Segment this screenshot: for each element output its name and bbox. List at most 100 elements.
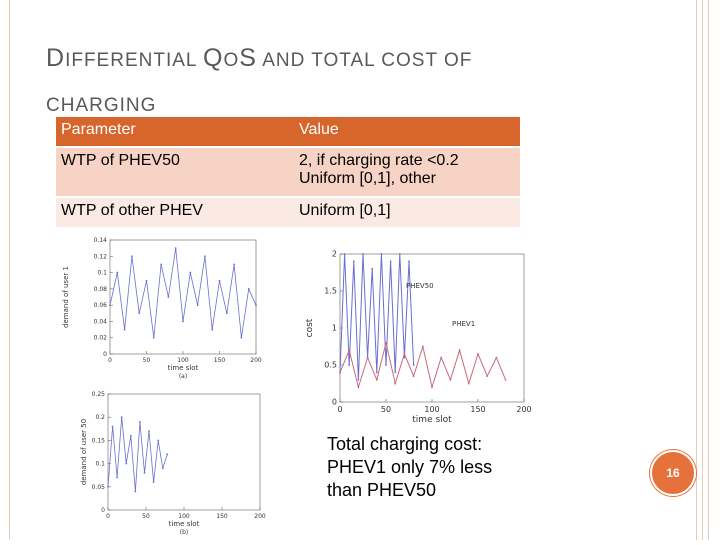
- y-tick-label: 0.08: [94, 286, 108, 293]
- data-point: [389, 260, 392, 263]
- x-tick-label: 150: [470, 405, 485, 414]
- data-point: [107, 485, 109, 488]
- data-point: [486, 375, 489, 377]
- data-point: [138, 312, 141, 315]
- y-tick-label: 1.5: [324, 287, 337, 296]
- x-tick-label: 150: [214, 357, 226, 364]
- data-point: [131, 255, 133, 258]
- data-point: [352, 260, 355, 263]
- legend-label: PHEV50: [406, 282, 434, 290]
- x-axis-label: time slot: [168, 364, 199, 372]
- data-point: [120, 416, 123, 419]
- series-line: [109, 248, 257, 338]
- cell-value-line: 2, if charging rate <0.2: [299, 152, 459, 169]
- data-point: [211, 328, 214, 331]
- data-point: [403, 353, 406, 355]
- data-point: [385, 341, 387, 344]
- data-point: [161, 467, 164, 470]
- frame-line-right-2: [702, 0, 703, 540]
- x-tick-label: 200: [516, 405, 531, 414]
- y-tick-label: 0.06: [94, 302, 108, 309]
- data-point: [412, 375, 415, 377]
- title-part: AND TOTAL COST OF: [256, 50, 473, 71]
- chart-a-svg: 0 50 100 150 200 0 0.02 0.04 0.06 0.08 0.1 0.12 0.14…: [62, 237, 262, 380]
- title-cap-s: S: [239, 44, 257, 72]
- data-point: [123, 328, 126, 331]
- data-point: [357, 378, 360, 381]
- y-tick-label: 0.1: [95, 461, 105, 468]
- data-point: [348, 349, 351, 352]
- series-line: [339, 342, 507, 390]
- y-tick-label: 0.05: [92, 484, 106, 491]
- caption-line-2: PHEV1 only 7% less: [327, 457, 493, 477]
- cell-value: Uniform [0,1]: [294, 197, 520, 229]
- x-tick-label: 200: [254, 513, 266, 520]
- cell-value-line: Uniform [0,1], other: [299, 170, 436, 187]
- data-point: [504, 378, 507, 381]
- data-point: [421, 345, 424, 348]
- x-tick-label: 100: [177, 357, 189, 364]
- x-tick-label: 200: [250, 357, 262, 364]
- data-point: [394, 382, 397, 385]
- data-point: [111, 425, 114, 428]
- panel-label: (a): [179, 373, 187, 380]
- plot-frame: [339, 253, 525, 403]
- data-point: [385, 364, 387, 366]
- data-point: [440, 356, 443, 359]
- data-point: [362, 253, 364, 255]
- chart-demand-user-50: 0 50 100 150 200 0 0.05 0.1 0.15 0.2 0.25 time slot…: [76, 386, 268, 540]
- cost-caption: Total charging cost: PHEV1 only 7% less …: [327, 433, 527, 502]
- data-point: [357, 386, 360, 389]
- data-point: [394, 371, 397, 374]
- x-tick-label: 0: [337, 405, 342, 414]
- x-tick-label: 50: [143, 357, 151, 364]
- data-point: [125, 462, 128, 465]
- data-point: [167, 296, 170, 298]
- data-point: [477, 353, 479, 355]
- data-point: [375, 378, 378, 381]
- chart-b-svg: 0 50 100 150 200 0 0.05 0.1 0.15 0.2 0.25 time slot…: [80, 391, 266, 536]
- x-tick-label: 150: [216, 513, 228, 520]
- y-tick-label: 0: [103, 351, 107, 358]
- cell-value: 2, if charging rate <0.2 Uniform [0,1], …: [294, 147, 520, 198]
- x-tick-label: 50: [142, 513, 150, 520]
- y-tick-label: 0.15: [92, 437, 106, 444]
- data-point: [218, 279, 221, 282]
- panel-label: (b): [180, 529, 189, 536]
- data-point: [449, 378, 452, 381]
- x-tick-label: 50: [381, 405, 391, 414]
- data-point: [380, 253, 383, 255]
- cell-param: WTP of other PHEV: [56, 197, 294, 229]
- data-point: [371, 267, 374, 270]
- data-point: [240, 336, 243, 339]
- data-point: [398, 253, 401, 255]
- data-point: [174, 247, 177, 250]
- data-point: [157, 439, 160, 442]
- title-part: IFFERENTIAL: [65, 50, 204, 71]
- y-tick-label: 0: [332, 398, 337, 407]
- frame-line-left: [9, 0, 10, 540]
- x-axis-label: time slot: [412, 415, 452, 425]
- caption-line-3: than PHEV50: [327, 480, 437, 500]
- parameter-table: Parameter Value WTP of PHEV50 2, if char…: [56, 117, 520, 229]
- data-point: [139, 420, 141, 423]
- caption-line-1: Total charging cost:: [327, 434, 483, 454]
- y-axis-label: demand of user 50: [80, 419, 88, 485]
- data-point: [403, 356, 406, 359]
- chart-demand-user-1: 0 50 100 150 200 0 0.02 0.04 0.06 0.08 0.1 0.12 0.14…: [56, 234, 266, 386]
- data-point: [116, 271, 119, 274]
- table-row: WTP of other PHEV Uniform [0,1]: [56, 197, 520, 229]
- cell-param: WTP of PHEV50: [56, 147, 294, 198]
- table-header-row: Parameter Value: [56, 117, 520, 148]
- y-tick-label: 0.12: [94, 253, 108, 260]
- data-point: [467, 382, 470, 385]
- y-tick-label: 0.04: [94, 318, 108, 325]
- y-tick-label: 1: [332, 324, 337, 333]
- data-point: [233, 263, 236, 266]
- y-tick-label: 0.02: [94, 335, 108, 342]
- data-point: [152, 481, 155, 484]
- data-point: [182, 320, 184, 323]
- slide-title: DIFFERENTIAL QOS AND TOTAL COST OF CHARG…: [46, 36, 646, 129]
- data-point: [143, 471, 146, 474]
- data-point: [375, 371, 378, 374]
